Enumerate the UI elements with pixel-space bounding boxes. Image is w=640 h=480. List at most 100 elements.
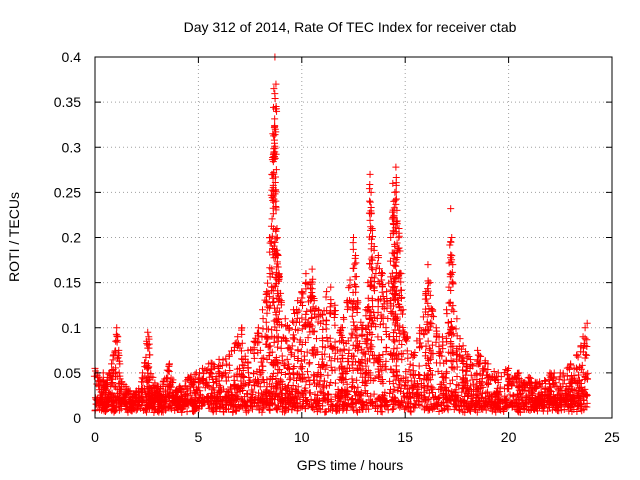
data-point	[108, 375, 116, 383]
data-point	[374, 259, 382, 267]
data-point	[392, 256, 400, 264]
y-tick-label: 0.35	[54, 94, 81, 110]
data-point	[263, 297, 271, 305]
data-point	[272, 173, 280, 181]
data-point	[483, 379, 491, 387]
data-point	[215, 402, 223, 410]
data-point	[321, 350, 329, 358]
data-point	[277, 376, 285, 384]
y-axis-label: ROTI / TECUs	[6, 192, 22, 282]
data-point	[270, 139, 278, 147]
data-point	[397, 278, 405, 286]
data-point	[392, 181, 400, 189]
data-point	[325, 405, 333, 413]
data-point	[390, 275, 398, 283]
data-point	[343, 297, 351, 305]
data-point	[263, 383, 271, 391]
data-point	[126, 397, 134, 405]
data-point	[479, 405, 487, 413]
data-point	[330, 314, 338, 322]
data-point	[159, 390, 167, 398]
data-point	[459, 408, 467, 416]
data-point	[192, 401, 200, 409]
data-point	[179, 402, 187, 410]
data-point	[448, 268, 456, 276]
data-point	[395, 224, 403, 232]
data-point	[368, 256, 376, 264]
data-point	[289, 381, 297, 389]
y-tick-label: 0.05	[54, 365, 81, 381]
data-point	[233, 392, 241, 400]
data-point	[465, 352, 473, 360]
data-point	[453, 373, 461, 381]
data-point	[491, 398, 499, 406]
data-point	[257, 358, 265, 366]
data-point	[398, 341, 406, 349]
data-point	[238, 324, 246, 332]
data-point	[109, 403, 117, 411]
data-point	[574, 371, 582, 379]
data-point	[390, 345, 398, 353]
data-point	[438, 352, 446, 360]
data-point	[370, 243, 378, 251]
data-point	[398, 356, 406, 364]
data-point	[275, 393, 283, 401]
data-point	[389, 336, 397, 344]
data-point	[356, 392, 364, 400]
data-point	[423, 326, 431, 334]
data-point	[428, 371, 436, 379]
data-point	[121, 393, 129, 401]
data-point	[530, 384, 538, 392]
data-point	[352, 252, 360, 260]
data-point	[357, 359, 365, 367]
data-point	[390, 385, 398, 393]
data-point	[514, 407, 522, 415]
data-point	[293, 407, 301, 415]
data-point	[174, 405, 182, 413]
data-point	[363, 344, 371, 352]
data-point	[164, 393, 172, 401]
data-point	[297, 357, 305, 365]
data-point	[242, 401, 250, 409]
data-point	[459, 374, 467, 382]
data-point	[118, 378, 126, 386]
data-point	[196, 387, 204, 395]
data-point	[397, 286, 405, 294]
data-point	[162, 406, 170, 414]
data-point	[367, 188, 375, 196]
data-point	[218, 362, 226, 370]
data-point	[341, 396, 349, 404]
data-point	[230, 346, 238, 354]
data-point	[390, 213, 398, 221]
data-point	[482, 406, 490, 414]
data-point	[139, 406, 147, 414]
data-point	[442, 374, 450, 382]
data-point	[338, 351, 346, 359]
data-point	[505, 374, 513, 382]
data-point	[391, 393, 399, 401]
data-point	[108, 360, 116, 368]
data-point	[194, 383, 202, 391]
data-point	[512, 374, 520, 382]
data-point	[406, 360, 414, 368]
data-point	[467, 407, 475, 415]
data-point	[327, 357, 335, 365]
data-point	[393, 315, 401, 323]
data-point	[272, 186, 280, 194]
data-point	[358, 359, 366, 367]
data-point	[567, 397, 575, 405]
data-point	[263, 309, 271, 317]
data-point	[503, 404, 511, 412]
data-point	[163, 366, 171, 374]
data-point	[337, 358, 345, 366]
data-point	[574, 378, 582, 386]
data-point	[331, 307, 339, 315]
data-point	[529, 394, 537, 402]
data-point	[509, 398, 517, 406]
data-point	[281, 371, 289, 379]
data-point	[294, 326, 302, 334]
data-point	[224, 373, 232, 381]
data-point	[331, 379, 339, 387]
data-point	[370, 284, 378, 292]
data-point	[311, 344, 319, 352]
